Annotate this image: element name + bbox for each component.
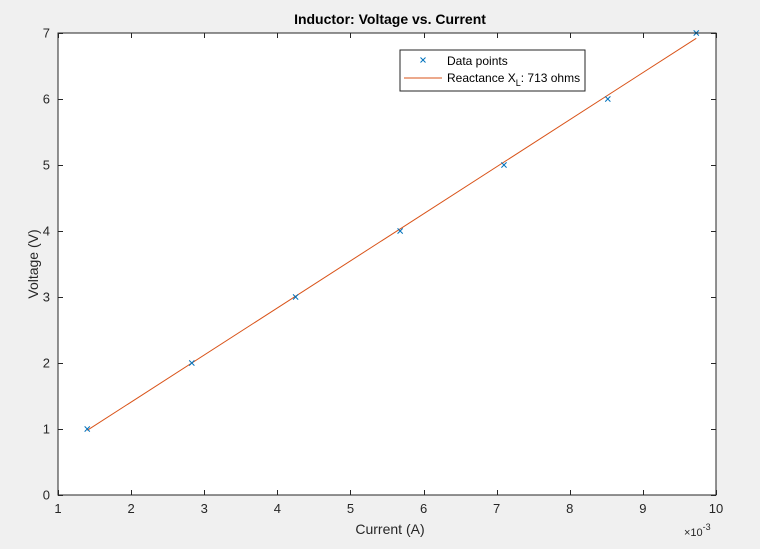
x-tick-label: 5 xyxy=(347,501,354,516)
plot-frame xyxy=(57,32,717,496)
y-tick-label: 3 xyxy=(43,290,50,305)
y-tick-label: 1 xyxy=(43,422,50,437)
data-point-marker xyxy=(501,162,507,168)
y-tick-label: 2 xyxy=(43,356,50,371)
x-axis-exponent: ×10-3 xyxy=(684,522,711,539)
y-tick-label: 4 xyxy=(43,224,50,239)
y-ticks: 0 1 2 3 4 5 6 7 xyxy=(43,26,716,503)
y-tick-label: 0 xyxy=(43,488,50,503)
y-axis-label: Voltage (V) xyxy=(25,229,41,298)
x-tick-label: 9 xyxy=(639,501,646,516)
legend-entry-reactance: Reactance XL: 713 ohms xyxy=(404,71,580,88)
x-ticks: 1 2 3 4 5 6 7 8 9 10 xyxy=(54,33,723,516)
legend-label-reactance: Reactance XL: 713 ohms xyxy=(447,71,580,88)
x-tick-label: 2 xyxy=(127,501,134,516)
data-point-marker xyxy=(397,228,404,234)
legend-entry-data-points: Data points xyxy=(420,54,508,68)
data-point-marker xyxy=(188,360,195,366)
x-tick-label: 1 xyxy=(54,501,61,516)
x-tick-label: 10 xyxy=(709,501,723,516)
x-axis-exponent-base: ×10 xyxy=(684,527,703,539)
x-axis-label: Current (A) xyxy=(355,521,424,537)
x-tick-label: 6 xyxy=(420,501,427,516)
legend-marker-x xyxy=(420,57,426,63)
plot-area xyxy=(58,33,716,495)
legend-label-reactance-suffix: : 713 ohms xyxy=(521,71,580,85)
chart-title: Inductor: Voltage vs. Current xyxy=(294,11,486,27)
reactance-fit-line xyxy=(86,37,697,431)
x-tick-label: 8 xyxy=(566,501,573,516)
legend-label-reactance-prefix: Reactance X xyxy=(447,71,516,85)
y-tick-label: 7 xyxy=(43,26,50,41)
y-tick-label: 5 xyxy=(43,158,50,173)
x-tick-label: 7 xyxy=(493,501,500,516)
legend-box xyxy=(399,49,586,92)
data-point-marker xyxy=(292,294,299,300)
data-point-marker xyxy=(604,96,611,102)
legend-label-data-points: Data points xyxy=(447,54,508,68)
x-axis-exponent-power: -3 xyxy=(703,522,711,532)
x-tick-label: 4 xyxy=(274,501,281,516)
data-point-marker xyxy=(84,426,91,432)
x-tick-label: 3 xyxy=(201,501,208,516)
y-tick-label: 6 xyxy=(43,92,50,107)
legend: Data points Reactance XL: 713 ohms xyxy=(399,49,586,92)
legend-label-reactance-subscript: L xyxy=(516,78,521,88)
